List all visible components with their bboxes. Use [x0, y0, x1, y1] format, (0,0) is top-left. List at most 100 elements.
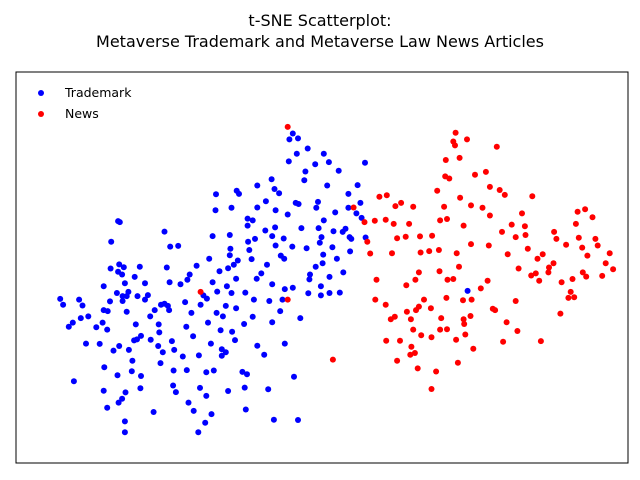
legend-label-news: News [65, 106, 99, 121]
data-point-trademark [203, 369, 210, 376]
data-point-trademark [121, 429, 128, 436]
data-point-trademark [316, 239, 323, 246]
data-point-trademark [142, 280, 148, 287]
data-point-trademark [264, 261, 270, 268]
data-point-trademark [209, 279, 216, 286]
data-point-news [460, 297, 466, 304]
data-point-trademark [132, 321, 139, 328]
data-point-trademark [281, 255, 288, 262]
data-point-trademark [228, 290, 235, 296]
data-point-news [454, 359, 461, 366]
data-point-news [391, 313, 398, 320]
data-point-trademark [144, 292, 151, 299]
data-point-trademark [281, 286, 288, 293]
data-point-trademark [119, 395, 126, 402]
data-point-trademark [214, 288, 221, 295]
data-point-news [410, 203, 417, 210]
data-point-trademark [193, 262, 200, 269]
data-point-news [575, 234, 582, 241]
data-point-trademark [155, 321, 162, 328]
data-point-trademark [293, 150, 300, 157]
data-point-news [426, 248, 433, 255]
data-point-news [486, 212, 493, 219]
data-point-news [415, 303, 422, 310]
data-point-trademark [279, 296, 286, 303]
data-point-trademark [242, 406, 249, 413]
data-point-trademark [195, 352, 202, 359]
data-point-trademark [213, 191, 219, 198]
data-point-news [486, 183, 493, 190]
data-point-news [514, 328, 521, 334]
data-point-trademark [205, 319, 211, 326]
data-point-news [528, 272, 535, 279]
data-point-news [461, 321, 468, 327]
data-point-trademark [182, 299, 189, 306]
data-point-trademark [120, 264, 127, 271]
data-point-trademark [190, 333, 197, 340]
data-point-news [453, 336, 460, 343]
data-point-trademark [134, 293, 141, 300]
data-point-trademark [76, 296, 83, 303]
data-point-news [436, 268, 443, 275]
data-point-trademark [177, 281, 184, 288]
data-point-news [429, 232, 436, 239]
data-point-trademark [326, 273, 333, 280]
data-point-trademark [241, 321, 248, 327]
data-point-trademark [119, 271, 126, 278]
data-point-trademark [142, 296, 148, 303]
data-point-trademark [79, 302, 86, 309]
data-point-trademark [233, 305, 240, 312]
data-point-trademark [318, 234, 325, 241]
data-point-news [501, 191, 508, 198]
data-point-trademark [269, 281, 276, 288]
data-point-trademark [320, 150, 327, 157]
data-point-trademark [85, 313, 92, 320]
data-point-trademark [183, 367, 190, 374]
data-point-trademark [93, 324, 100, 331]
data-point-news [557, 310, 564, 317]
legend-marker-news [38, 111, 44, 117]
data-point-news [484, 277, 491, 284]
data-point-trademark [170, 382, 177, 389]
data-point-trademark [332, 209, 339, 216]
data-point-trademark [348, 235, 355, 242]
data-point-trademark [202, 419, 209, 426]
data-point-news [503, 319, 510, 326]
data-point-trademark [312, 263, 319, 270]
data-point-trademark [312, 161, 319, 168]
data-point-news [383, 192, 390, 199]
data-point-trademark [289, 284, 296, 291]
data-point-news [572, 220, 579, 227]
data-point-trademark [207, 340, 214, 347]
data-point-news [546, 264, 552, 271]
data-point-trademark [188, 309, 195, 316]
data-point-trademark [70, 378, 77, 385]
data-point-trademark [325, 159, 332, 166]
data-point-news [418, 332, 425, 339]
data-point-trademark [137, 385, 144, 392]
data-point-news [372, 296, 379, 303]
data-point-trademark [241, 384, 248, 391]
data-point-news [403, 282, 410, 289]
data-point-news [479, 204, 486, 211]
data-point-news [521, 223, 528, 230]
data-point-trademark [266, 298, 273, 304]
data-point-trademark [329, 244, 336, 251]
data-point-trademark [249, 217, 256, 224]
chart-title-line-2: Metaverse Trademark and Metaverse Law Ne… [96, 32, 544, 51]
data-point-news [367, 250, 374, 257]
data-point-trademark [276, 190, 283, 197]
data-point-trademark [184, 276, 191, 283]
data-point-trademark [218, 352, 225, 359]
data-point-trademark [171, 346, 178, 353]
chart-title-line-1: t-SNE Scatterplot: [248, 11, 391, 30]
data-point-trademark [108, 238, 115, 245]
data-point-news [373, 276, 380, 283]
data-point-trademark [222, 302, 229, 309]
data-point-news [567, 288, 574, 295]
data-point-trademark [258, 270, 265, 277]
data-point-trademark [83, 340, 89, 347]
data-point-news [504, 251, 511, 258]
data-point-trademark [295, 201, 302, 207]
data-point-news [534, 255, 541, 262]
